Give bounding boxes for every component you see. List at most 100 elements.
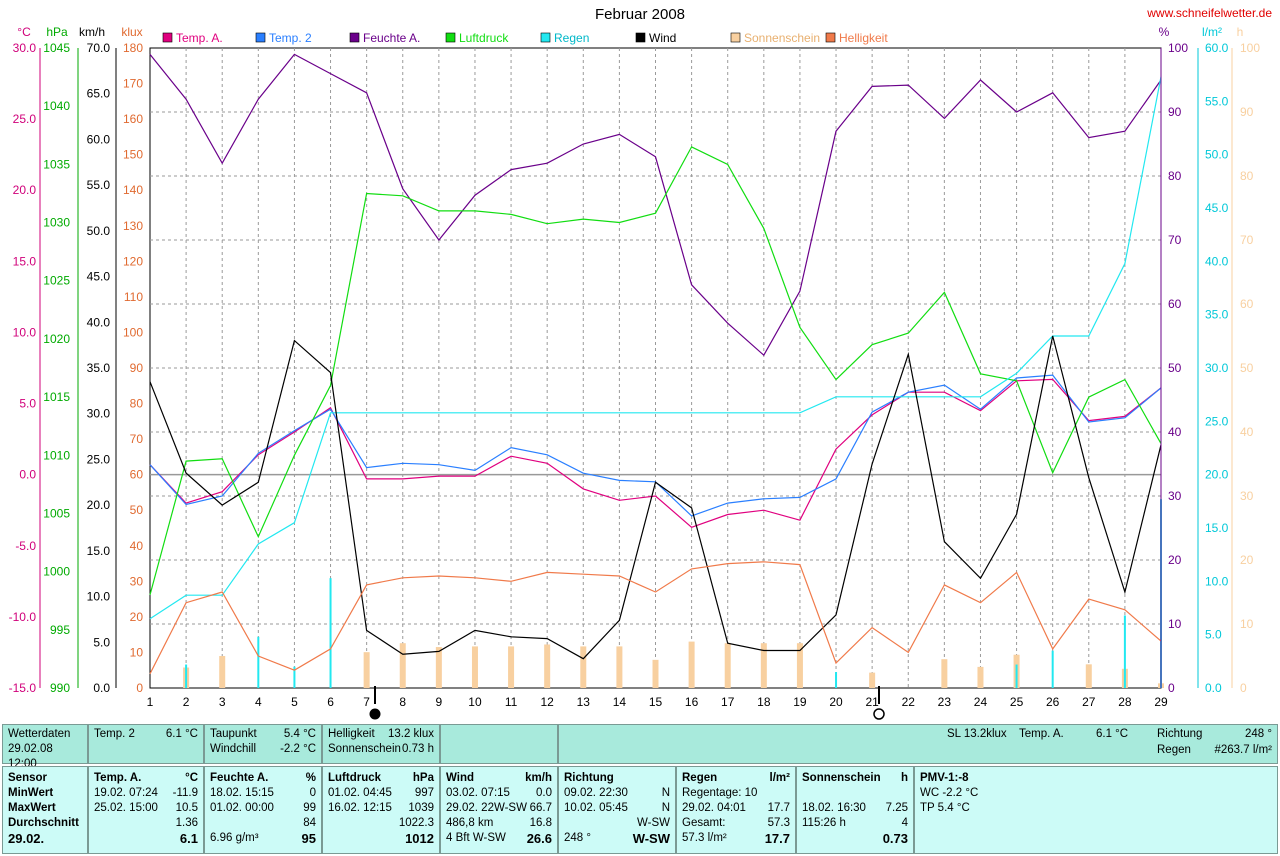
richtung-label: Richtung bbox=[1157, 728, 1203, 740]
x-tick-label: 4 bbox=[255, 695, 262, 709]
richtung-max-value: N bbox=[661, 802, 670, 814]
legend-swatch bbox=[825, 32, 836, 43]
sunshine-bar bbox=[616, 646, 623, 688]
sunshine-bar bbox=[363, 652, 370, 688]
axis-tick-bright: 160 bbox=[123, 112, 143, 126]
axis-tick-temp: 20.0 bbox=[13, 183, 37, 197]
axis-tick-rain: 55.0 bbox=[1205, 94, 1229, 108]
axis-tick-sun: 80 bbox=[1240, 169, 1254, 183]
series-line-helligkeit bbox=[149, 561, 1162, 675]
axis-tick-bright: 50 bbox=[130, 503, 144, 517]
axis-tick-bright: 20 bbox=[130, 610, 144, 624]
axis-unit-wind: km/h bbox=[79, 25, 105, 39]
richtung-today-value: W-SW bbox=[632, 831, 670, 846]
sl-label: SL 13.2klux bbox=[947, 728, 1007, 740]
regen-max-value: 17.7 bbox=[767, 802, 790, 814]
temp2-value: 6.1 °C bbox=[165, 728, 198, 740]
richtung-value: 248 ° bbox=[1245, 728, 1272, 740]
axis-tick-rain: 15.0 bbox=[1205, 521, 1229, 535]
x-tick-label: 17 bbox=[721, 695, 735, 709]
taupunkt-value: 5.4 °C bbox=[283, 728, 316, 740]
axis-tick-rain: 40.0 bbox=[1205, 254, 1229, 268]
full-moon-icon bbox=[369, 708, 381, 720]
x-tick-label: 27 bbox=[1082, 695, 1096, 709]
feuchte-avg-value: 84 bbox=[303, 817, 316, 829]
richtung-max-time: 10.02. 05:45 bbox=[564, 802, 628, 814]
feuchte-min-time: 18.02. 15:15 bbox=[210, 787, 274, 799]
tempa-avg-value: 1.36 bbox=[175, 817, 198, 829]
legend-label: Luftdruck bbox=[459, 31, 509, 45]
axis-tick-temp: -15.0 bbox=[9, 681, 37, 695]
axis-tick-hum: 100 bbox=[1168, 41, 1188, 55]
sunshine-bar bbox=[977, 666, 984, 688]
empty-box bbox=[440, 724, 558, 764]
axis-tick-bright: 10 bbox=[130, 645, 144, 659]
x-tick-label: 18 bbox=[757, 695, 771, 709]
axis-tick-bright: 120 bbox=[123, 254, 143, 268]
sonne-total: 115:26 h bbox=[802, 817, 846, 829]
x-tick-label: 9 bbox=[436, 695, 443, 709]
sunshine-bar bbox=[724, 643, 731, 688]
wind-today-value: 26.6 bbox=[526, 831, 552, 846]
tempa-today-value: 6.1 bbox=[179, 831, 198, 846]
rain-bar bbox=[1051, 650, 1054, 688]
rain-bar bbox=[185, 664, 188, 688]
axis-tick-sun: 40 bbox=[1240, 425, 1254, 439]
axis-tick-rain: 5.0 bbox=[1205, 628, 1222, 642]
x-tick-label: 7 bbox=[363, 695, 370, 709]
axis-tick-temp: 5.0 bbox=[19, 397, 36, 411]
sonne-max-time: 18.02. 16:30 bbox=[802, 802, 866, 814]
rain-bar bbox=[329, 578, 332, 688]
axis-tick-bright: 90 bbox=[130, 361, 144, 375]
x-tick-label: 10 bbox=[468, 695, 482, 709]
sunshine-bar bbox=[399, 643, 406, 688]
windchill-value: -2.2 °C bbox=[280, 743, 316, 755]
pmv-taupunkt: TP 5.4 °C bbox=[920, 802, 970, 814]
axis-unit-hum: % bbox=[1159, 25, 1170, 39]
x-tick-label: 3 bbox=[219, 695, 226, 709]
helligkeit-label: Helligkeit bbox=[328, 728, 375, 740]
sonnenschein-value: 0.73 h bbox=[402, 743, 434, 755]
legend-label: Sonnenschein bbox=[744, 31, 820, 45]
series-line-regen bbox=[149, 76, 1162, 620]
axis-tick-press: 1010 bbox=[43, 448, 70, 462]
feuchte-today-value: 95 bbox=[301, 831, 316, 846]
axis-tick-press: 1025 bbox=[43, 274, 70, 288]
wind-avg-value: 16.8 bbox=[529, 817, 552, 829]
axis-tick-rain: 60.0 bbox=[1205, 41, 1229, 55]
axis-tick-bright: 100 bbox=[123, 325, 143, 339]
site-url[interactable]: www.schneifelwetter.de bbox=[1147, 6, 1272, 20]
axis-tick-hum: 70 bbox=[1168, 233, 1182, 247]
sensor-max-label: MaxWert bbox=[8, 802, 56, 814]
sunshine-bar bbox=[796, 643, 803, 688]
tempa-stats-box: Temp. A. °C 19.02. 07:24 -11.9 25.02. 15:0… bbox=[88, 766, 204, 854]
series-line-feuchte-a- bbox=[149, 53, 1162, 357]
axis-tick-sun: 70 bbox=[1240, 233, 1254, 247]
feuchte-stats-title: Feuchte A. bbox=[210, 772, 269, 784]
x-tick-label: 13 bbox=[577, 695, 591, 709]
luftdruck-min-time: 01.02. 04:45 bbox=[328, 787, 392, 799]
wind-min-time: 03.02. 07:15 bbox=[446, 787, 510, 799]
sonnenschein-label: Sonnenschein bbox=[328, 743, 401, 755]
regen-stats-unit: l/m² bbox=[769, 772, 790, 784]
new-moon-icon bbox=[873, 708, 885, 720]
legend-label: Helligkeit bbox=[839, 31, 888, 45]
current-data-panel: Wetterdaten 29.02.08 12:00 Temp. 2 6.1 °C… bbox=[0, 724, 1280, 770]
sunshine-bar bbox=[580, 646, 587, 688]
luftdruck-max-value: 1039 bbox=[408, 802, 434, 814]
legend-swatch bbox=[162, 32, 173, 43]
axis-tick-wind: 0.0 bbox=[93, 681, 110, 695]
axis-tick-press: 1000 bbox=[43, 565, 70, 579]
axis-tick-bright: 30 bbox=[130, 574, 144, 588]
regen-total-label: Gesamt: bbox=[682, 817, 726, 829]
axis-tick-rain: 10.0 bbox=[1205, 574, 1229, 588]
axis-tick-bright: 70 bbox=[130, 432, 144, 446]
axis-tick-wind: 40.0 bbox=[87, 315, 111, 329]
tempa-value: 6.1 °C bbox=[1096, 728, 1129, 740]
taupunkt-label: Taupunkt bbox=[210, 728, 257, 740]
legend-swatch bbox=[445, 32, 456, 43]
tempa-stats-title: Temp. A. bbox=[94, 772, 142, 784]
legend-label: Temp. A. bbox=[176, 31, 223, 45]
sonne-stats-box: Sonnenschein h 18.02. 16:30 7.25 115:26 h 4… bbox=[796, 766, 914, 854]
axis-tick-press: 1015 bbox=[43, 390, 70, 404]
